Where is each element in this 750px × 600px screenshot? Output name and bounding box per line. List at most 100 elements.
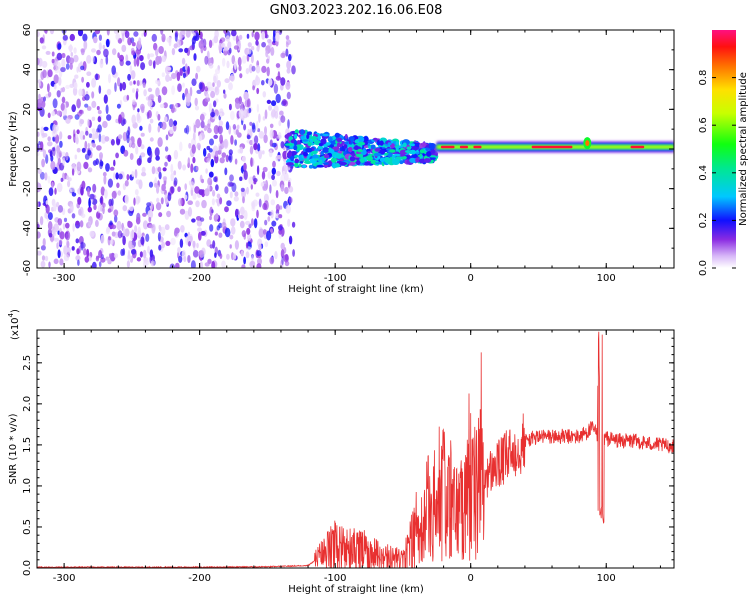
noise-blob — [60, 102, 65, 111]
noise-blob — [177, 247, 181, 254]
noise-blob — [198, 82, 203, 90]
noise-blob — [49, 150, 53, 158]
noise-blob — [125, 60, 131, 66]
noise-blob — [96, 128, 100, 133]
noise-blob — [276, 170, 281, 177]
noise-blob — [254, 31, 260, 41]
noise-blob — [280, 115, 286, 123]
noise-blob — [129, 153, 134, 160]
noise-blob — [158, 244, 162, 251]
noise-blob — [77, 259, 80, 266]
noise-blob — [153, 60, 156, 69]
noise-blob — [257, 143, 261, 152]
noise-blob — [76, 98, 81, 109]
noise-blob — [58, 150, 62, 158]
noise-blob — [286, 68, 291, 74]
noise-blob — [77, 196, 82, 205]
noise-blob — [206, 239, 212, 247]
noise-blob — [56, 90, 61, 98]
signal-blob — [387, 152, 393, 158]
noise-blob — [221, 260, 226, 268]
noise-blob — [149, 53, 155, 58]
noise-blob — [94, 30, 101, 35]
signal-blob — [364, 145, 369, 149]
noise-blob — [275, 190, 279, 199]
noise-blob — [108, 198, 113, 207]
noise-blob — [86, 81, 90, 88]
noise-blob — [262, 91, 267, 98]
noise-blob — [199, 31, 203, 40]
noise-blob — [49, 30, 55, 35]
noise-blob — [239, 220, 245, 229]
noise-blob — [106, 114, 112, 121]
signal-blob — [358, 153, 364, 158]
noise-blob — [235, 129, 239, 136]
noise-blob — [196, 65, 201, 73]
signal-blob — [307, 141, 312, 147]
noise-blob — [264, 30, 268, 39]
signal-blob — [294, 158, 300, 164]
noise-blob — [145, 260, 150, 266]
noise-blob — [288, 197, 293, 204]
noise-blob — [116, 220, 122, 231]
noise-blob — [132, 99, 136, 105]
noise-blob — [247, 233, 252, 241]
noise-blob — [193, 53, 197, 61]
noise-blob — [143, 89, 147, 97]
noise-blob — [147, 99, 153, 107]
noise-blob — [45, 200, 49, 205]
noise-blob — [47, 69, 53, 78]
noise-blob — [178, 255, 183, 263]
noise-blob — [208, 103, 212, 113]
noise-blob — [237, 214, 241, 219]
noise-blob — [76, 147, 81, 153]
noise-blob — [179, 238, 184, 248]
noise-blob — [256, 209, 259, 219]
noise-blob — [225, 121, 230, 130]
noise-blob — [81, 213, 86, 219]
noise-blob — [264, 126, 267, 135]
noise-blob — [106, 30, 110, 36]
noise-blob — [229, 244, 232, 249]
noise-blob — [37, 143, 40, 153]
x-tick-label: -200 — [188, 573, 211, 584]
noise-blob — [95, 73, 99, 81]
noise-blob — [194, 105, 200, 111]
noise-blob — [251, 218, 254, 226]
signal-blob — [287, 151, 293, 158]
signal-blob — [395, 146, 399, 152]
noise-blob — [155, 202, 162, 211]
noise-blob — [86, 54, 92, 64]
noise-blob — [266, 58, 270, 64]
signal-blob — [379, 140, 384, 146]
noise-blob — [251, 124, 256, 133]
noise-blob — [73, 82, 78, 89]
noise-blob — [109, 253, 112, 259]
noise-blob — [229, 234, 234, 240]
noise-blob — [175, 262, 180, 268]
noise-blob — [65, 222, 70, 229]
noise-blob — [234, 240, 239, 250]
noise-blob — [91, 116, 96, 122]
noise-blob — [142, 249, 147, 259]
noise-blob — [60, 151, 67, 157]
noise-blob — [177, 186, 181, 193]
noise-blob — [111, 65, 116, 75]
noise-blob — [114, 82, 117, 92]
noise-blob — [93, 204, 97, 211]
noise-blob — [103, 94, 108, 104]
noise-blob — [129, 65, 133, 74]
noise-blob — [113, 159, 116, 167]
noise-blob — [58, 77, 62, 86]
noise-blob — [91, 133, 97, 140]
noise-blob — [267, 216, 271, 222]
noise-blob — [171, 72, 177, 80]
noise-blob — [287, 218, 291, 227]
signal-blob — [332, 162, 336, 167]
noise-blob — [215, 184, 219, 192]
noise-blob — [242, 108, 249, 119]
noise-blob — [243, 91, 249, 101]
noise-blob — [153, 182, 158, 188]
signal-blob — [314, 158, 319, 161]
noise-blob — [135, 90, 139, 100]
